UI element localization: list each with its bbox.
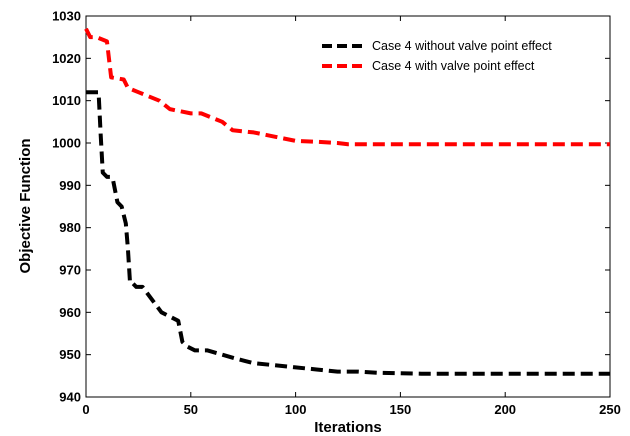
x-tick-label: 200 [494, 402, 516, 417]
x-tick-label: 100 [285, 402, 307, 417]
x-tick-label: 250 [599, 402, 621, 417]
legend-label-series-2: Case 4 with valve point effect [372, 59, 535, 73]
y-tick-label: 1010 [52, 93, 81, 108]
x-tick-label: 50 [184, 402, 198, 417]
y-tick-label: 1000 [52, 136, 81, 151]
legend: Case 4 without valve point effect Case 4… [322, 39, 552, 73]
y-axis-title: Objective Function [17, 138, 34, 273]
legend-label-series-1: Case 4 without valve point effect [372, 39, 552, 53]
y-tick-label: 990 [59, 178, 81, 193]
x-tick-label: 0 [82, 402, 89, 417]
plot-area [85, 15, 611, 398]
y-tick-label: 970 [59, 263, 81, 278]
series-layer [84, 27, 610, 376]
x-axis-title: Iterations [314, 419, 382, 436]
y-tick-label: 1030 [52, 9, 81, 24]
series-line-2 [84, 27, 610, 147]
y-axis: 940 950 960 970 980 990 1000 1010 1020 1030 [52, 9, 610, 405]
x-tick-label: 150 [390, 402, 412, 417]
y-tick-label: 960 [59, 305, 81, 320]
y-tick-label: 980 [59, 220, 81, 235]
y-tick-label: 940 [59, 390, 81, 405]
series-line-1 [86, 90, 610, 376]
y-tick-label: 950 [59, 347, 81, 362]
x-axis: 0 50 100 150 200 250 [82, 16, 621, 417]
y-tick-label: 1020 [52, 51, 81, 66]
